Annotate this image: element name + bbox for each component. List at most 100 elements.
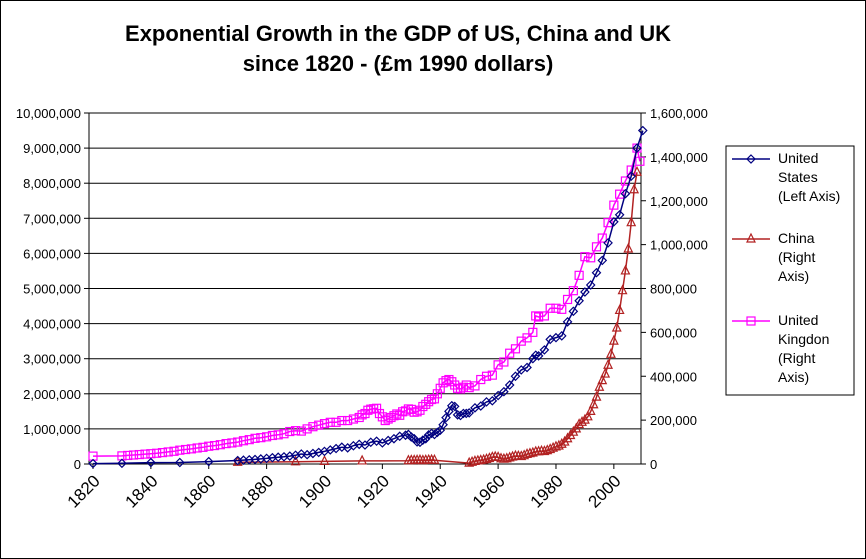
x-axis-tick-label: 1820 — [64, 471, 104, 511]
legend-label: United — [778, 150, 818, 166]
data-point — [238, 436, 249, 446]
right-axis-tick-label: 1,600,000 — [650, 106, 708, 121]
data-point — [629, 183, 640, 194]
x-axis-tick-label: 1880 — [237, 471, 277, 511]
data-point — [389, 411, 399, 421]
legend-label: Kingdon — [778, 331, 829, 347]
data-point — [746, 316, 756, 326]
data-point — [123, 450, 133, 461]
data-point — [608, 334, 619, 345]
data-point — [215, 440, 225, 450]
data-point — [556, 331, 567, 341]
data-point — [557, 304, 567, 314]
data-point — [539, 345, 550, 355]
data-point — [325, 417, 335, 427]
data-point — [533, 351, 544, 361]
data-point — [626, 171, 637, 182]
data-point — [597, 233, 607, 243]
data-point — [597, 374, 608, 385]
data-point — [461, 408, 472, 419]
data-point — [363, 405, 373, 415]
data-point — [615, 189, 625, 199]
data-point — [522, 362, 532, 373]
data-point — [562, 294, 573, 305]
data-point — [579, 413, 590, 424]
data-point — [175, 445, 185, 455]
data-point — [458, 382, 468, 392]
data-point — [203, 456, 214, 467]
left-axis-tick-label: 7,000,000 — [23, 211, 81, 226]
data-point — [198, 442, 208, 452]
data-point — [441, 412, 451, 423]
data-point — [227, 438, 237, 448]
data-point — [501, 452, 512, 463]
data-point — [267, 430, 278, 441]
data-point — [412, 407, 422, 417]
chart-title-line2: since 1820 - (£m 1990 dollars) — [243, 51, 554, 76]
data-point — [452, 383, 463, 393]
legend-label: (Left Axis) — [778, 188, 840, 204]
data-point — [620, 264, 631, 275]
data-point — [568, 286, 578, 296]
data-point — [623, 242, 634, 253]
data-point — [464, 408, 475, 418]
data-point — [296, 449, 307, 459]
data-point — [531, 311, 541, 321]
data-point — [308, 422, 318, 432]
data-point — [244, 435, 254, 445]
data-point — [585, 280, 596, 290]
data-point — [441, 376, 451, 386]
data-point — [551, 303, 561, 313]
data-point — [314, 420, 324, 430]
data-point — [371, 403, 382, 413]
data-point — [481, 371, 492, 381]
data-point — [534, 312, 544, 322]
data-point — [279, 429, 289, 439]
data-point — [481, 453, 492, 463]
data-point — [614, 304, 625, 315]
left-axis-tick-label: 1,000,000 — [23, 422, 81, 437]
data-point — [527, 446, 538, 457]
data-point — [591, 242, 602, 252]
data-point — [186, 444, 196, 454]
right-axis-tick-label: 1,400,000 — [650, 150, 708, 165]
data-point — [600, 367, 611, 378]
data-point — [510, 344, 521, 354]
left-axis-tick-label: 5,000,000 — [23, 282, 81, 297]
data-point — [418, 435, 428, 445]
data-point — [348, 414, 359, 424]
data-point — [559, 435, 570, 446]
data-point — [446, 400, 457, 411]
data-point — [331, 417, 341, 427]
data-point — [374, 408, 385, 419]
data-point — [319, 419, 330, 429]
x-axis-tick-label: 1900 — [295, 471, 335, 511]
left-axis-tick-label: 10,000,000 — [16, 106, 81, 121]
data-point — [499, 386, 509, 397]
data-point — [519, 449, 530, 460]
data-point — [438, 419, 448, 430]
legend-label: Axis) — [778, 369, 809, 385]
data-point — [591, 267, 602, 278]
data-point — [169, 446, 179, 456]
data-point — [746, 154, 756, 164]
data-point — [611, 321, 622, 332]
legend-label: United — [778, 312, 818, 328]
data-point — [209, 440, 220, 451]
data-point — [597, 255, 608, 266]
data-point — [392, 409, 402, 419]
data-point — [464, 456, 475, 467]
data-point — [273, 430, 283, 440]
left-axis-tick-label: 3,000,000 — [23, 352, 81, 367]
right-axis-tick-label: 200,000 — [650, 413, 697, 428]
data-point — [594, 380, 605, 391]
data-point — [180, 444, 191, 455]
data-point — [522, 448, 533, 458]
x-axis-tick-label: 1920 — [353, 471, 393, 511]
data-point — [478, 453, 489, 464]
data-point — [128, 450, 139, 460]
x-axis-tick-label: 1980 — [527, 471, 567, 511]
data-point — [420, 433, 431, 444]
